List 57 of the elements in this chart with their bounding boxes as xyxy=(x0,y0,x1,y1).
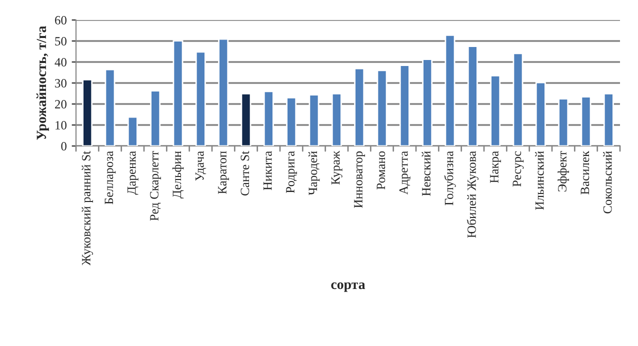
bar xyxy=(286,97,297,146)
bar xyxy=(354,68,365,146)
bar xyxy=(422,58,433,146)
bar xyxy=(263,90,274,146)
y-axis-title: Урожайность, т/га xyxy=(36,26,49,140)
y-tick-label: 0 xyxy=(61,142,66,150)
bar xyxy=(490,74,501,146)
bar xyxy=(535,82,546,146)
x-tick-label: Голубизна xyxy=(444,151,456,206)
x-tick-label: Чародей xyxy=(308,151,320,196)
x-tick-label: Инноватор xyxy=(354,151,365,208)
bar xyxy=(218,38,229,146)
x-tick-label: Удача xyxy=(195,151,206,181)
y-tick-label: 60 xyxy=(55,16,66,24)
x-tick-label: Василек xyxy=(580,150,590,194)
bar xyxy=(240,93,252,146)
x-tick-label: Сокольский xyxy=(603,151,612,214)
x-tick-label: Санте St xyxy=(240,150,250,196)
x-axis-title: сорта xyxy=(331,282,366,292)
x-tick-label: Беллароза xyxy=(104,151,116,204)
x-tick-label: Родрига xyxy=(286,151,297,194)
bar xyxy=(467,46,478,146)
x-tick-label: Невский xyxy=(422,151,430,196)
x-tick-label: Романо xyxy=(376,151,386,190)
x-tick-label: Дельфин xyxy=(172,151,184,198)
bar xyxy=(580,96,592,146)
bar xyxy=(82,78,93,146)
x-tick-label: Ред Скарлетт xyxy=(150,151,161,221)
bar xyxy=(331,93,342,146)
y-tick-label: 50 xyxy=(55,37,66,46)
x-tick-label: Накра xyxy=(490,151,501,183)
bar xyxy=(376,70,388,146)
bar xyxy=(195,51,206,146)
y-tick-label: 10 xyxy=(56,121,66,130)
bar xyxy=(172,40,184,146)
x-tick-label: Ильинский xyxy=(535,151,544,210)
bar xyxy=(603,93,614,146)
x-tick-label: Никита xyxy=(263,151,272,190)
y-tick-label: 40 xyxy=(54,58,66,66)
x-tick-label: Эффект xyxy=(558,151,569,192)
x-tick-label: Кураж xyxy=(331,150,342,185)
y-tick-label: 30 xyxy=(55,79,66,88)
bar xyxy=(558,98,569,146)
x-tick-label: Даренка xyxy=(127,151,138,195)
bar xyxy=(150,90,161,146)
x-tick-label: Юбилей Жукова xyxy=(466,151,478,238)
x-tick-label: Ресурс xyxy=(512,151,524,187)
bar xyxy=(399,64,410,146)
x-tick-label: Адретта xyxy=(399,151,410,195)
bar xyxy=(512,52,524,146)
bar xyxy=(104,68,116,146)
bar xyxy=(444,34,456,146)
bar xyxy=(308,94,320,146)
y-tick-label: 20 xyxy=(55,100,66,108)
x-tick-label: Каратоп xyxy=(218,151,229,194)
x-tick-label: Жуковский ранний St xyxy=(82,150,93,266)
bar xyxy=(127,116,138,146)
